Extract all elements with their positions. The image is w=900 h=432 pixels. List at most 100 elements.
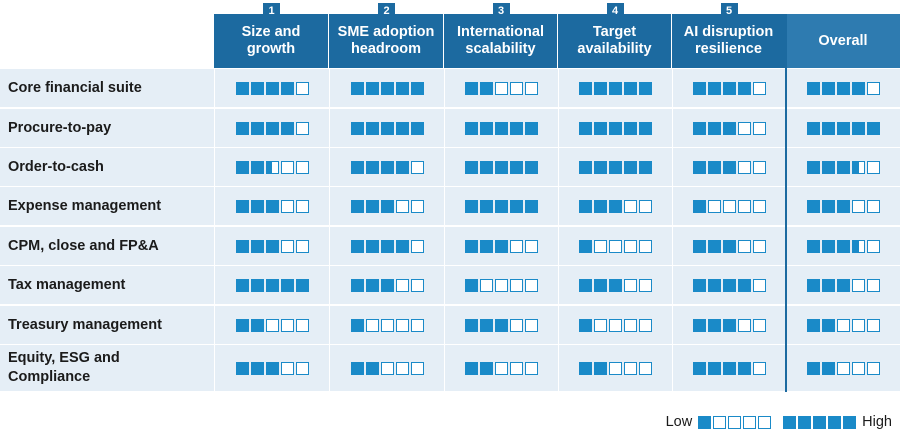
rating-square [365, 239, 379, 253]
rating-square [235, 199, 249, 213]
rating-square [807, 199, 820, 213]
rating-square [813, 415, 827, 429]
rating-square [594, 81, 607, 95]
rating-square [480, 199, 493, 213]
rating-square [594, 121, 607, 135]
rating-square [280, 160, 294, 174]
rating-square [579, 199, 592, 213]
rating-square [525, 361, 538, 375]
rating-square [395, 81, 409, 95]
rating-square [708, 160, 721, 174]
rating-square [708, 278, 721, 292]
rating-square [624, 199, 637, 213]
rating-square [495, 160, 508, 174]
rating-square [822, 239, 835, 253]
score-cell [330, 345, 444, 391]
rating-square [380, 278, 394, 292]
column-header-line: International [456, 24, 544, 40]
rating [235, 81, 309, 95]
rating [235, 199, 309, 213]
rating-square [365, 121, 379, 135]
column-header-4: Target availability [558, 14, 672, 68]
legend-low-label: Low [665, 414, 693, 430]
rating-square [708, 239, 721, 253]
rating [465, 81, 538, 95]
rating [350, 81, 424, 95]
rating-square [609, 160, 622, 174]
rating-square [624, 318, 637, 332]
rating [350, 361, 424, 375]
column-header-line: Size and [241, 24, 301, 40]
row-label-line: Tax management [8, 276, 126, 293]
rating [693, 160, 766, 174]
rating-square [852, 278, 865, 292]
score-cell [673, 306, 786, 344]
rating-square [738, 199, 751, 213]
rating-square [798, 415, 812, 429]
score-cell [559, 109, 672, 147]
rating-square [495, 239, 508, 253]
rating-square [639, 318, 652, 332]
rating-square [410, 278, 424, 292]
overall-cell [787, 227, 900, 265]
rating-square [480, 361, 493, 375]
rating-square [723, 199, 736, 213]
rating [693, 199, 766, 213]
score-cell [673, 69, 786, 107]
rating-square [843, 415, 857, 429]
column-header-line: Target [592, 24, 637, 40]
overall-cell [787, 69, 900, 107]
rating-square [465, 199, 478, 213]
rating-square [753, 278, 766, 292]
rating-square [594, 361, 607, 375]
rating-square [510, 278, 523, 292]
rating-square [624, 278, 637, 292]
overall-cell [787, 345, 900, 391]
rating-square [822, 361, 835, 375]
score-cell [445, 306, 558, 344]
rating-square [250, 121, 264, 135]
rating-square [365, 361, 379, 375]
rating-square [235, 318, 249, 332]
rating-square [693, 81, 706, 95]
rating-square [525, 121, 538, 135]
rating [807, 318, 880, 332]
rating-square [579, 160, 592, 174]
rating-square [837, 239, 850, 253]
rating-square [480, 160, 493, 174]
rating [235, 278, 309, 292]
rating [693, 239, 766, 253]
column-number-badge: 2 [378, 3, 395, 20]
rating-square [753, 121, 766, 135]
rating-square [738, 361, 751, 375]
rating-square [807, 361, 820, 375]
rating-square [250, 278, 264, 292]
rating-square [410, 81, 424, 95]
rating-square [738, 121, 751, 135]
rating-square [852, 81, 865, 95]
rating [465, 361, 538, 375]
rating-square [723, 278, 736, 292]
rating-square [723, 318, 736, 332]
row-label-line: Core financial suite [8, 79, 142, 96]
rating-square [783, 415, 797, 429]
score-cell [673, 148, 786, 186]
rating-square [265, 361, 279, 375]
rating-square [265, 199, 279, 213]
rating-square [250, 199, 264, 213]
rating-square [350, 361, 364, 375]
rating-square [807, 239, 820, 253]
score-cell [445, 345, 558, 391]
score-cell [559, 69, 672, 107]
rating [807, 81, 880, 95]
rating [350, 121, 424, 135]
row-label-line: Compliance [8, 369, 91, 385]
rating-square [465, 81, 478, 95]
score-cell [215, 187, 329, 225]
rating-square [495, 121, 508, 135]
rating-square [867, 278, 880, 292]
rating-square [495, 199, 508, 213]
rating-square [525, 199, 538, 213]
rating [235, 318, 309, 332]
rating-square [807, 160, 820, 174]
